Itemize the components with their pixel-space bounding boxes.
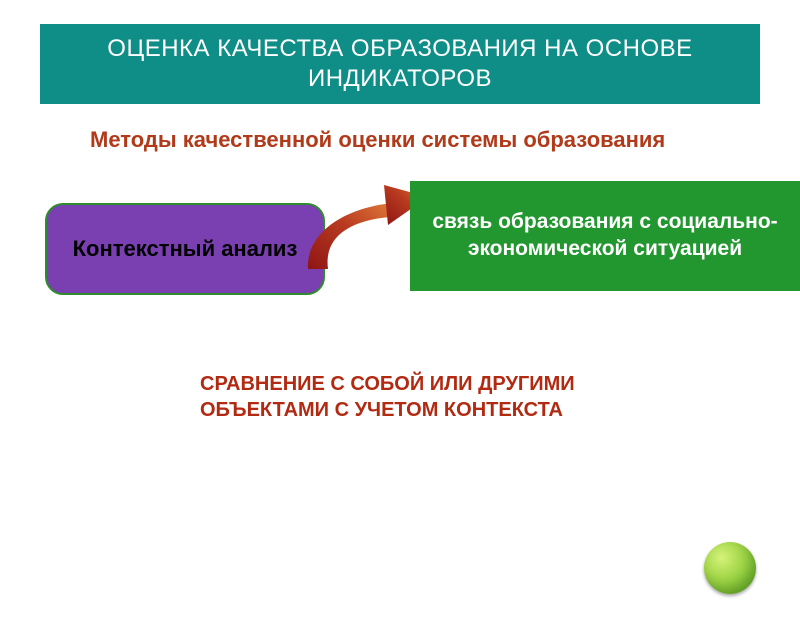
green-sphere-icon: [704, 542, 756, 594]
right-rect-box: связь образования с социально-экономичес…: [410, 181, 800, 291]
caption-text: СРАВНЕНИЕ С СОБОЙ ИЛИ ДРУГИМИ ОБЪЕКТАМИ …: [200, 371, 630, 423]
left-box-label: Контекстный анализ: [73, 235, 298, 263]
title-text: ОЦЕНКА КАЧЕСТВА ОБРАЗОВАНИЯ НА ОСНОВЕ ИН…: [107, 35, 692, 92]
title-bar: ОЦЕНКА КАЧЕСТВА ОБРАЗОВАНИЯ НА ОСНОВЕ ИН…: [40, 24, 760, 104]
left-rounded-box: Контекстный анализ: [45, 203, 325, 295]
right-box-label: связь образования с социально-экономичес…: [416, 209, 794, 262]
diagram-area: Контекстный анализ связь образования с с…: [0, 181, 800, 331]
subheading: Методы качественной оценки системы образ…: [90, 126, 740, 155]
